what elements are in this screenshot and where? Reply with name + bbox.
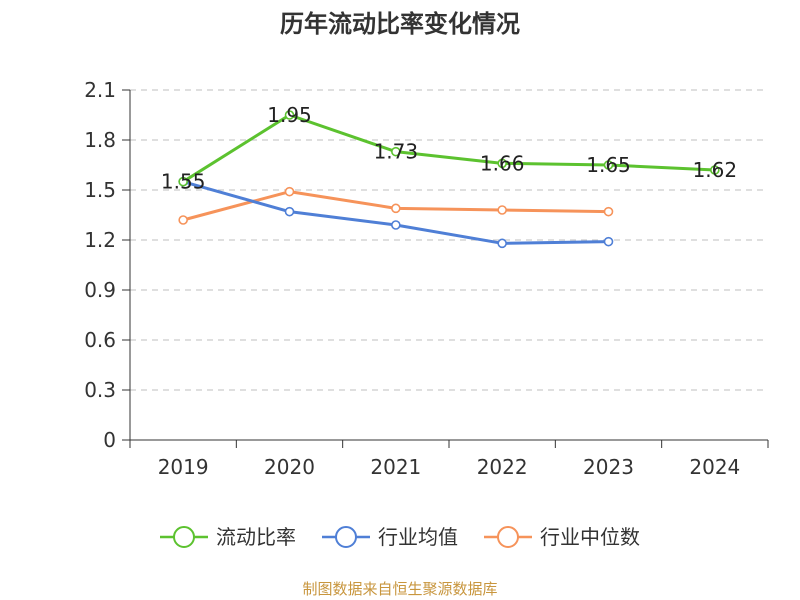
data-label: 1.62 <box>693 158 738 182</box>
y-tick-label: 1.2 <box>84 228 116 252</box>
series-2 <box>178 186 614 225</box>
data-label: 1.73 <box>374 140 419 164</box>
data-label: 1.65 <box>586 153 631 177</box>
legend-item: 行业均值 <box>322 525 458 549</box>
legend-label: 流动比率 <box>216 525 296 549</box>
x-tick-label: 2024 <box>689 455 740 479</box>
data-point <box>497 205 507 215</box>
legend-label: 行业均值 <box>378 525 458 549</box>
legend-item: 行业中位数 <box>484 525 640 549</box>
source-note: 制图数据来自恒生聚源数据库 <box>302 580 497 598</box>
y-tick-label: 0 <box>103 428 116 452</box>
x-tick-label: 2019 <box>158 455 209 479</box>
data-labels: 1.55 1.95 1.73 1.66 1.65 1.62 <box>161 103 737 194</box>
data-point <box>178 215 188 225</box>
data-point <box>497 158 507 169</box>
y-tick-label: 0.3 <box>84 378 116 402</box>
data-point <box>603 236 614 247</box>
legend-marker <box>497 526 519 548</box>
data-point <box>391 203 401 214</box>
x-tick-label: 2020 <box>264 455 315 479</box>
data-point <box>603 160 614 170</box>
data-point <box>391 146 401 157</box>
y-tick-label: 0.9 <box>84 278 116 302</box>
x-tick-label: 2021 <box>370 455 421 479</box>
data-point <box>497 238 507 249</box>
data-point <box>284 110 295 120</box>
series-0 <box>178 110 720 187</box>
data-point <box>603 206 614 217</box>
axes: 0 0.3 0.6 0.9 1.2 1.5 1.8 2.1 2019 2020 2021 2022 20… <box>84 78 769 479</box>
y-tick-label: 1.5 <box>84 178 116 202</box>
series-lines <box>178 110 720 249</box>
x-tick-label: 2022 <box>477 455 528 479</box>
y-tick-label: 0.6 <box>84 328 116 352</box>
data-label: 1.95 <box>267 103 312 127</box>
data-point <box>391 220 401 230</box>
y-tick-label: 2.1 <box>84 78 116 102</box>
legend-item: 流动比率 <box>160 525 296 549</box>
legend-marker <box>335 526 357 548</box>
series-line <box>182 113 715 183</box>
y-tick-label: 1.8 <box>84 128 116 152</box>
chart-title: 历年流动比率变化情况 <box>280 10 520 38</box>
data-label: 1.55 <box>161 170 206 194</box>
legend-label: 行业中位数 <box>540 525 640 549</box>
data-point <box>710 165 720 175</box>
data-point <box>284 186 295 197</box>
legend: 流动比率 行业均值 行业中位数 <box>160 525 640 549</box>
legend-marker <box>173 526 195 548</box>
data-label: 1.66 <box>480 151 525 175</box>
grid-lines <box>130 89 768 391</box>
data-point <box>284 206 295 217</box>
data-point <box>178 176 188 187</box>
x-tick-label: 2023 <box>583 455 634 479</box>
